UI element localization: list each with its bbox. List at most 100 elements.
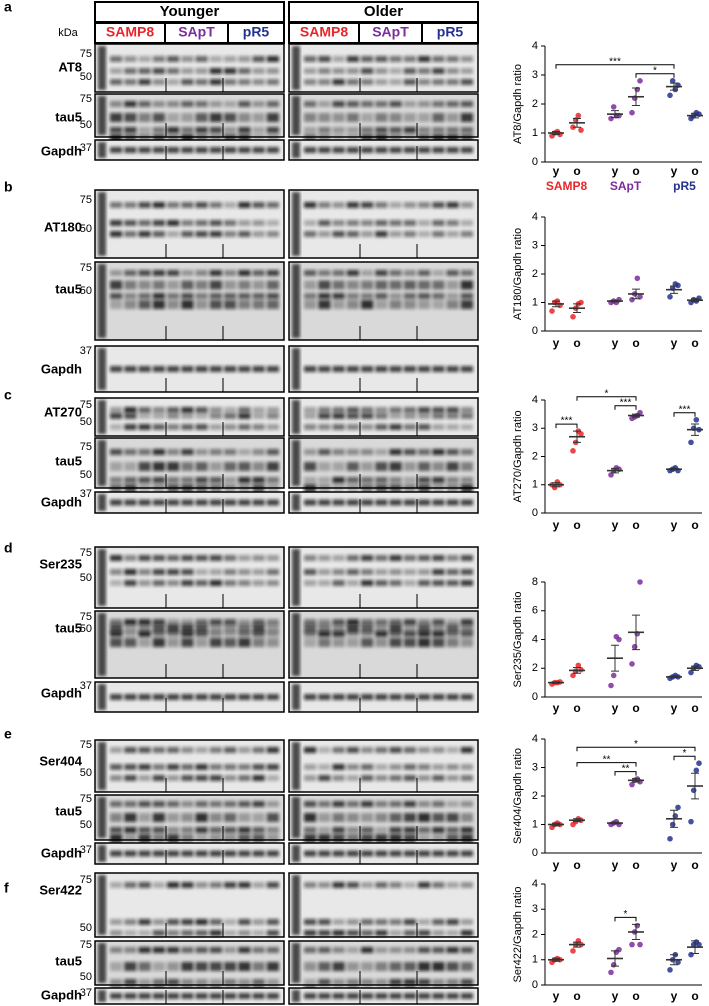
significance-label: *: [634, 739, 638, 750]
band: [346, 555, 359, 561]
band: [332, 462, 345, 471]
band: [418, 619, 431, 625]
band: [124, 220, 137, 226]
ladder-lane: [98, 46, 106, 90]
band: [304, 919, 317, 925]
band: [138, 449, 151, 455]
band: [403, 638, 416, 647]
band: [375, 947, 388, 953]
y-axis-label: AT270/Gapdh ratio: [512, 410, 524, 502]
band: [110, 834, 123, 843]
band: [332, 56, 345, 62]
band: [124, 947, 137, 953]
band: [209, 79, 222, 85]
band: [138, 280, 151, 290]
band: [195, 407, 208, 413]
significance-bracket: [673, 412, 696, 417]
ladder-lane: [98, 348, 106, 390]
band: [195, 993, 208, 999]
band: [460, 962, 473, 971]
band: [304, 101, 317, 107]
band: [346, 220, 359, 226]
band: [361, 569, 374, 575]
ladder-lane: [98, 192, 106, 256]
band: [252, 202, 265, 208]
band: [418, 947, 431, 953]
band: [418, 801, 431, 807]
band: [209, 993, 222, 999]
band: [138, 462, 151, 471]
band: [110, 801, 123, 807]
band: [346, 202, 359, 208]
band: [332, 827, 345, 833]
band: [375, 764, 388, 770]
band: [403, 270, 416, 276]
band: [238, 813, 251, 822]
band: [403, 993, 416, 999]
band: [375, 202, 388, 208]
blot: [94, 491, 285, 514]
band: [224, 834, 237, 843]
band: [167, 947, 180, 953]
band: [181, 580, 194, 586]
blot: [94, 940, 285, 995]
ladder-lane: [292, 46, 300, 90]
band: [389, 293, 402, 299]
error-bar: [670, 467, 678, 471]
band: [361, 113, 374, 122]
y-axis-label: Ser422/Gapdh ratio: [512, 886, 524, 982]
band: [332, 477, 345, 483]
blot-frame: [94, 842, 285, 865]
band: [209, 202, 222, 208]
band: [138, 424, 151, 430]
blot-frame: [288, 739, 479, 793]
band: [304, 834, 317, 843]
marker-label: 50: [80, 223, 92, 235]
band: [403, 850, 416, 857]
ladder-lane: [292, 549, 300, 606]
error-bar: [552, 822, 560, 827]
marker-label: 37: [80, 142, 92, 154]
band: [346, 127, 359, 133]
band: [361, 300, 374, 309]
ladder-lane: [98, 990, 106, 1002]
antibody-label: tau5: [55, 620, 82, 635]
blot-frame: [288, 43, 479, 93]
band: [224, 580, 237, 586]
group-label: pR5: [673, 179, 696, 193]
blot-frame: [94, 681, 285, 713]
band: [304, 407, 317, 413]
band: [318, 56, 331, 62]
band: [124, 424, 137, 430]
band: [152, 930, 165, 936]
band: [138, 919, 151, 925]
error-bar: [552, 957, 560, 962]
band: [361, 919, 374, 925]
band: [152, 147, 165, 153]
band: [124, 127, 137, 133]
band: [252, 619, 265, 625]
error-bar: [611, 467, 619, 474]
y-tick-label: 4: [532, 878, 538, 890]
blot-frame: [288, 397, 479, 437]
band: [209, 56, 222, 62]
band: [152, 220, 165, 226]
band: [110, 366, 123, 372]
band: [167, 270, 180, 276]
band: [124, 624, 137, 633]
band: [375, 424, 388, 430]
band: [224, 293, 237, 299]
band: [252, 280, 265, 290]
band: [167, 694, 180, 700]
y-tick-label: 0: [532, 691, 538, 703]
data-point: [667, 92, 673, 99]
band: [238, 624, 251, 633]
band: [304, 449, 317, 455]
band: [224, 147, 237, 153]
band: [152, 962, 165, 971]
band: [432, 366, 445, 372]
band: [361, 56, 374, 62]
band: [167, 101, 180, 107]
data-point: [669, 78, 676, 84]
y-tick-label: 0: [532, 507, 538, 519]
